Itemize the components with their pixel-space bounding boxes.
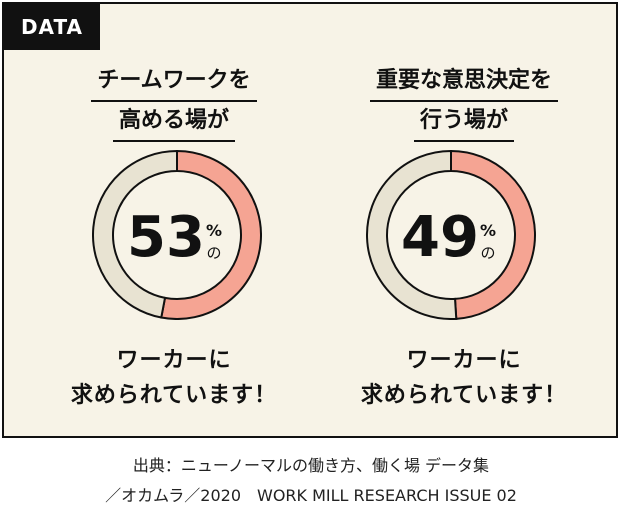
donut-unit-percent: % (206, 221, 222, 240)
donut-slice-rest (366, 150, 458, 320)
source-line-2: ／オカムラ／2020 WORK MILL RESEARCH ISSUE 02 (105, 486, 517, 505)
chart-caption-line-2: 求められています！ (70, 383, 278, 408)
donut-value-label: 53 (127, 205, 205, 270)
chart-caption-line-1: ワーカーに (116, 348, 232, 373)
chart-title-line-1: 重要な意思決定を (314, 62, 614, 102)
donut-chart: 53 % の (92, 150, 262, 320)
chart-caption-line-1: ワーカーに (406, 348, 522, 373)
chart-title-line-2: 行う場が (314, 102, 614, 142)
donut-chart: 49 % の (366, 150, 536, 320)
chart-column-teamwork: チームワークを 高める場が 53 % の ワーカーに 求められています！ (4, 4, 344, 436)
donut-slice-share (160, 150, 262, 320)
chart-title-line-2: 高める場が (4, 102, 344, 142)
chart-caption-line-2: 求められています！ (360, 383, 568, 408)
chart-title-line-1: チームワークを (4, 62, 344, 102)
donut-unit-no: の (206, 244, 221, 262)
donut-unit-no: の (480, 244, 495, 262)
donut-unit-percent: % (480, 221, 496, 240)
data-badge: DATA (4, 4, 100, 50)
data-card: DATA チームワークを 高める場が 53 % の ワーカーに 求められています… (2, 2, 618, 438)
chart-column-decision: 重要な意思決定を 行う場が 49 % の ワーカーに 求められています！ (314, 4, 614, 436)
donut-slice-rest (92, 150, 178, 319)
donut-value-label: 49 (401, 205, 479, 270)
source-line-1: 出典：ニューノーマルの働き方、働く場 データ集 (132, 456, 490, 475)
